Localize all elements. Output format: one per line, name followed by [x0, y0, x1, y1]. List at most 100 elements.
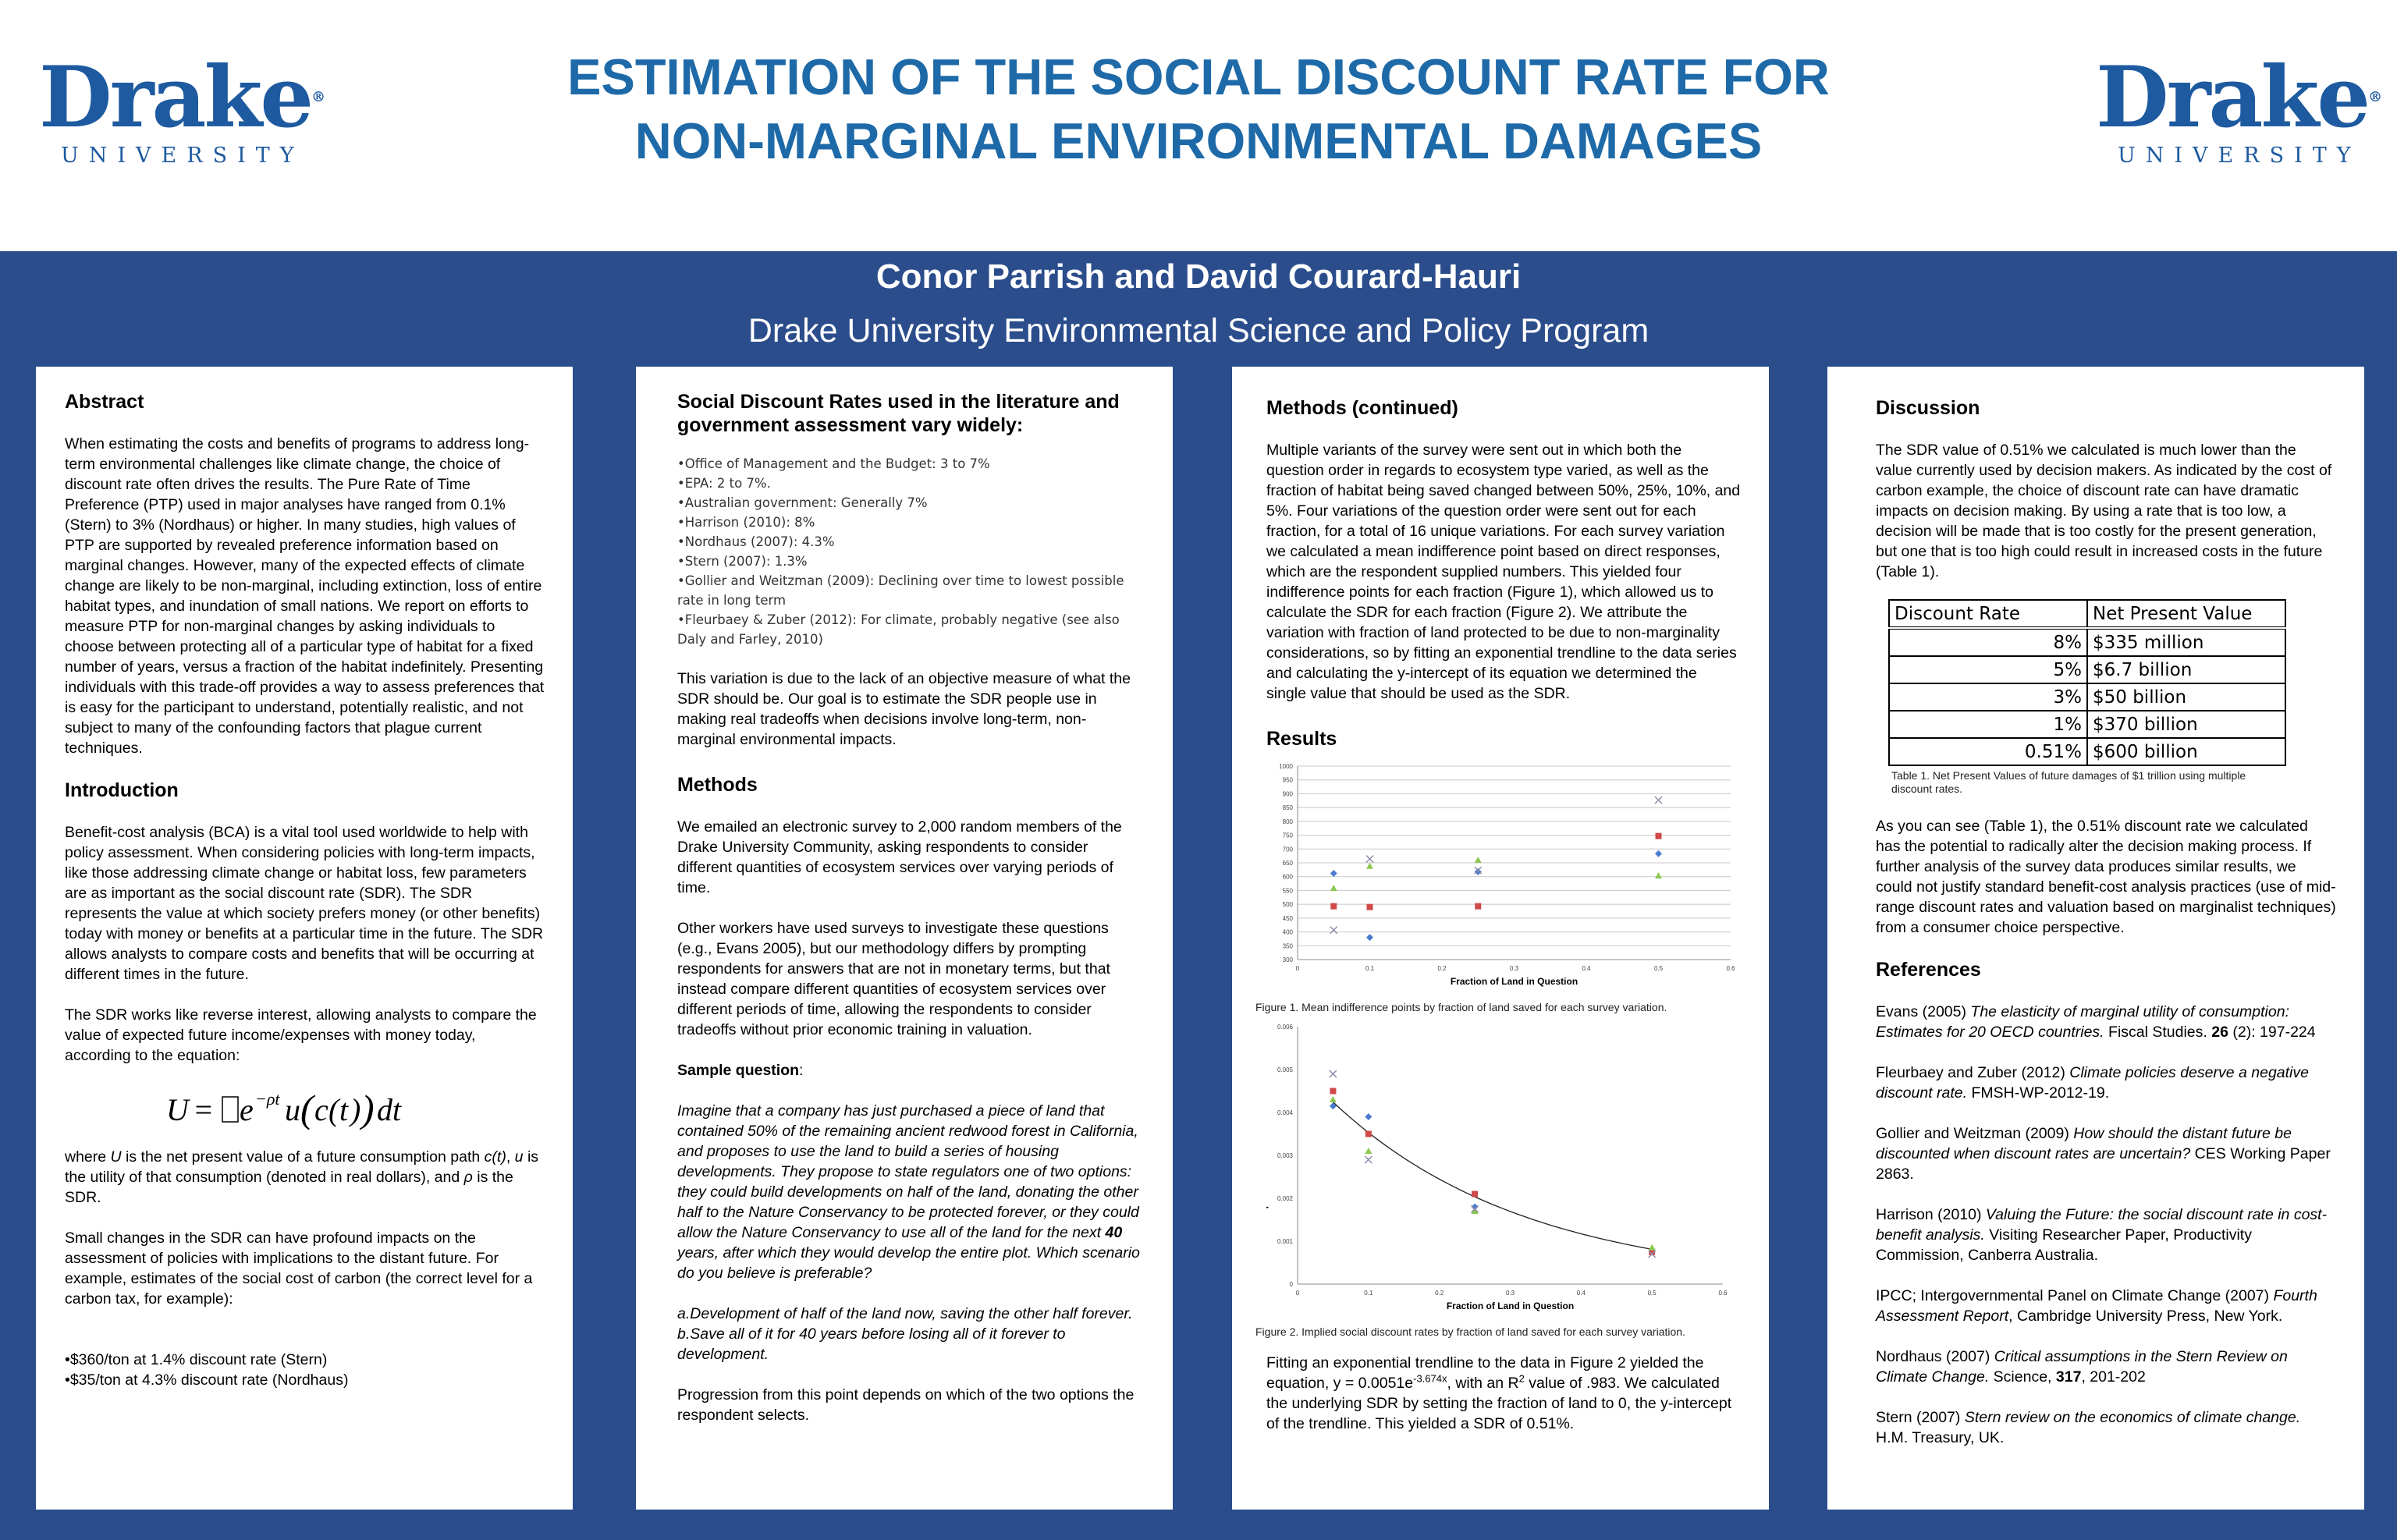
y-tick-label: 300: [1283, 956, 1294, 963]
y-tick-label: 0.003: [1277, 1152, 1294, 1159]
figure-2-caption: Figure 2. Implied social discount rates …: [1255, 1325, 1685, 1338]
reference-item: Harrison (2010) Valuing the Future: the …: [1876, 1206, 2328, 1264]
data-point-square: [1655, 832, 1662, 839]
x-tick-label: 0.5: [1648, 1290, 1657, 1297]
column-discussion-references: Discussion The SDR value of 0.51% we cal…: [1827, 367, 2364, 1510]
table-row: 1% $370 billion: [1888, 710, 2286, 739]
list-item: •EPA: 2 to 7%.: [677, 476, 771, 491]
discussion-paragraph-1: The SDR value of 0.51% we calculated is …: [1876, 442, 2332, 580]
data-point-triangle: [1648, 1244, 1656, 1251]
table-cell: $600 billion: [2086, 737, 2286, 766]
table-cell: 8%: [1888, 627, 2088, 657]
list-item: •Office of Management and the Budget: 3 …: [677, 456, 990, 471]
x-axis-label: Fraction of Land in Question: [1451, 976, 1578, 987]
table-cell: 5%: [1888, 655, 2088, 684]
y-tick-label: 900: [1283, 790, 1294, 797]
title-line-2: NON-MARGINAL ENVIRONMENTAL DAMAGES: [634, 112, 1763, 169]
discussion-paragraph-2: As you can see (Table 1), the 0.51% disc…: [1876, 818, 2336, 936]
y-tick-label: 650: [1283, 860, 1294, 867]
reference-item: Stern (2007) Stern review on the economi…: [1876, 1409, 2301, 1446]
svg-text:(: (: [328, 1092, 341, 1127]
data-point-diamond: [1474, 868, 1482, 875]
x-axis-label: Fraction of Land in Question: [1447, 1300, 1574, 1311]
table-row: 5% $6.7 billion: [1888, 655, 2286, 684]
sample-options: a.Development of half of the land now, s…: [677, 1304, 1145, 1364]
table-header-cell: Net Present Value: [2086, 599, 2286, 630]
discussion-heading: Discussion: [1876, 397, 1980, 419]
sdr-variation-paragraph: This variation is due to the lack of an …: [677, 670, 1131, 748]
results-heading: Results: [1266, 728, 1337, 750]
list-item: •Gollier and Weitzman (2009): Declining …: [677, 573, 1124, 608]
intro-paragraph-1: Benefit-cost analysis (BCA) is a vital t…: [65, 824, 544, 983]
y-tick-label: 750: [1283, 832, 1294, 839]
svg-text:U: U: [166, 1092, 191, 1127]
results-paragraph: Fitting an exponential trendline to the …: [1266, 1354, 1732, 1432]
data-point-square: [1475, 903, 1482, 910]
data-point-x: [1365, 855, 1374, 864]
list-item: •$35/ton at 4.3% discount rate (Nordhaus…: [65, 1371, 349, 1389]
methods-continued-paragraph: Multiple variants of the survey were sen…: [1266, 442, 1741, 702]
y-tick-label: 500: [1283, 901, 1294, 908]
svg-text:c: c: [314, 1092, 328, 1127]
table-1-caption: Table 1. Net Present Values of future da…: [1891, 769, 2246, 795]
logo-registered-mark: ®: [311, 89, 326, 105]
drake-logo-left: Drake® UNIVERSITY: [39, 55, 325, 172]
svg-text:−ρt: −ρt: [255, 1089, 280, 1109]
figure-2-chart: 0 0.1 0.2 0.3 0.4 0.5 0.6 0 0.001 0.002 0.003 0.004…: [1258, 1024, 1728, 1311]
table-row: 3% $50 billion: [1888, 683, 2286, 711]
y-tick-label: 0.002: [1277, 1195, 1294, 1202]
sdr-literature-list: •Office of Management and the Budget: 3 …: [677, 454, 1145, 649]
abstract-heading: Abstract: [65, 391, 144, 413]
table-cell: 1%: [1888, 710, 2088, 739]
sdr-heading: Social Discount Rates used in the litera…: [677, 391, 1120, 436]
npv-table: Discount Rate Net Present Value 8% $335 m…: [1888, 599, 2286, 766]
table-cell: 0.51%: [1888, 737, 2088, 766]
data-point-x: [1471, 1205, 1479, 1213]
y-tick-label: 550: [1283, 887, 1294, 894]
abstract-text: When estimating the costs and benefits o…: [65, 435, 545, 757]
figure-1-caption: Figure 1. Mean indifference points by fr…: [1255, 1001, 1667, 1013]
x-tick-label: 0.2: [1435, 1290, 1444, 1297]
methods-heading: Methods: [677, 774, 758, 796]
logo-wordmark: Drake: [2096, 48, 2370, 147]
svg-text:e: e: [240, 1092, 254, 1127]
authors: Conor Parrish and David Courard-Hauri: [875, 257, 1522, 296]
y-tick-label: 600: [1283, 874, 1294, 881]
svg-text:u: u: [285, 1092, 300, 1127]
sample-question-text: Imagine that a company has just purchase…: [677, 1102, 1140, 1282]
intro-paragraph-3: where U is the net present value of a fu…: [65, 1148, 539, 1206]
svg-text:=: =: [193, 1092, 214, 1127]
data-point-x: [1654, 796, 1663, 804]
table-cell: $370 billion: [2086, 710, 2286, 739]
x-tick-label: 0.1: [1365, 965, 1375, 972]
data-point-triangle: [1655, 872, 1662, 879]
sample-question-label: Sample question:: [677, 1062, 804, 1079]
x-tick-label: 0.6: [1718, 1290, 1728, 1297]
reference-item: Fleurbaey and Zuber (2012) Climate polic…: [1876, 1064, 2309, 1102]
affiliation: Drake University Environmental Science a…: [748, 312, 1649, 350]
data-point-x: [1648, 1250, 1657, 1258]
data-point-square: [1649, 1248, 1656, 1255]
references-heading: References: [1876, 959, 1981, 981]
column-sdr-methods: Social Discount Rates used in the litera…: [636, 367, 1173, 1510]
data-point-diamond: [1655, 850, 1662, 857]
list-item: •$360/ton at 1.4% discount rate (Stern): [65, 1351, 328, 1368]
x-tick-label: 0: [1296, 965, 1300, 972]
x-tick-label: 0.6: [1726, 965, 1735, 972]
data-point-square: [1366, 903, 1373, 910]
column-methods-results: Methods (continued) Multiple variants of…: [1232, 367, 1769, 1510]
references-list: Evans (2005) The elasticity of marginal …: [1876, 1002, 2336, 1448]
svg-text:): ): [359, 1087, 375, 1130]
data-point-triangle: [1329, 1096, 1337, 1102]
data-point-x: [1329, 1070, 1337, 1078]
table-cell: $50 billion: [2086, 683, 2286, 711]
logo-wordmark: Drake: [39, 48, 314, 147]
x-tick-label: 0.4: [1582, 965, 1591, 972]
svg-text:dt: dt: [377, 1092, 402, 1127]
y-tick-label: 0.004: [1277, 1109, 1294, 1116]
y-tick-label: 0.006: [1277, 1024, 1294, 1031]
y-tick-label: 0.005: [1277, 1066, 1294, 1073]
intro-paragraph-2: The SDR works like reverse interest, all…: [65, 1006, 537, 1064]
svg-text:(: (: [300, 1087, 316, 1130]
data-point-triangle: [1365, 1148, 1373, 1154]
